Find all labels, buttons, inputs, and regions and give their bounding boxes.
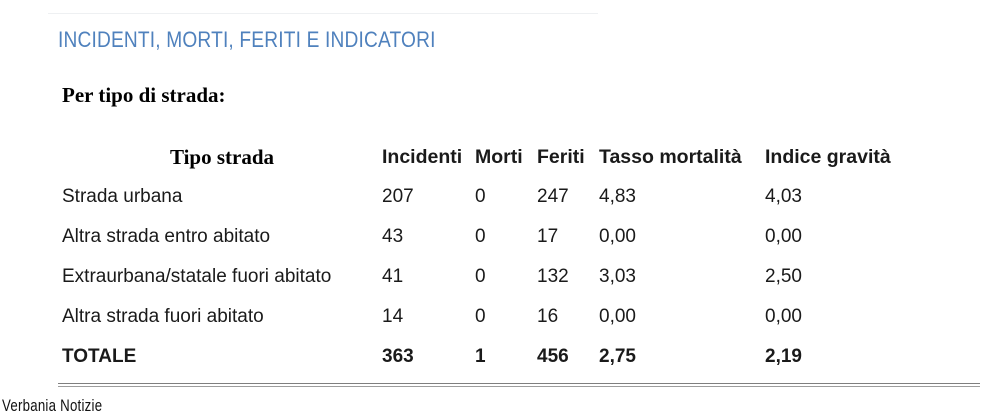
- cell-morti: 0: [475, 226, 486, 247]
- cell-incidenti: 14: [382, 306, 404, 327]
- cell-incidenti: 43: [382, 226, 404, 247]
- cell-totale-tasso-mortalita: 2,75: [599, 346, 636, 367]
- cell-indice-gravita: 4,03: [765, 186, 802, 207]
- section-title: INCIDENTI, MORTI, FERITI E INDICATORI: [58, 27, 436, 52]
- cell-feriti: 247: [537, 186, 569, 207]
- table-row: Extraurbana/statale fuori abitato 41 0 1…: [62, 257, 915, 297]
- table-caption: Per tipo di strada:: [62, 83, 226, 107]
- column-header-indice-gravita: Indice gravità: [765, 145, 891, 168]
- site-name: Verbania Notizie: [2, 396, 103, 415]
- cell-tipo-strada: Altra strada fuori abitato: [62, 306, 264, 327]
- cell-tipo-strada: Strada urbana: [62, 186, 183, 207]
- cell-totale-morti: 1: [475, 346, 486, 367]
- column-header-incidenti: Incidenti: [382, 145, 463, 168]
- cell-tipo-strada: Extraurbana/statale fuori abitato: [62, 266, 332, 287]
- cell-indice-gravita: 0,00: [765, 306, 802, 327]
- cell-tasso-mortalita: 0,00: [599, 226, 636, 247]
- content-top-divider: [48, 13, 598, 14]
- road-type-stats-table: Tipo strada Incidenti Morti Feriti Tasso…: [62, 137, 915, 377]
- cell-totale-feriti: 456: [537, 346, 569, 367]
- cell-tipo-strada: Altra strada entro abitato: [62, 226, 271, 247]
- cell-totale-incidenti: 363: [382, 346, 414, 367]
- column-header-tipo-strada: Tipo strada: [169, 144, 275, 169]
- cell-feriti: 132: [537, 266, 569, 287]
- cell-tasso-mortalita: 0,00: [599, 306, 636, 327]
- cell-incidenti: 207: [382, 186, 414, 207]
- cell-morti: 0: [475, 266, 486, 287]
- bottom-divider: [58, 383, 980, 387]
- cell-morti: 0: [475, 306, 486, 327]
- column-header-tasso-mortalita: Tasso mortalità: [599, 145, 742, 168]
- cell-tasso-mortalita: 4,83: [599, 186, 636, 207]
- column-header-feriti: Feriti: [537, 145, 585, 168]
- table-row: Strada urbana 207 0 247 4,83 4,03: [62, 177, 915, 217]
- cell-incidenti: 41: [382, 266, 404, 287]
- cell-feriti: 17: [537, 226, 559, 247]
- column-header-morti: Morti: [475, 145, 523, 168]
- cell-morti: 0: [475, 186, 486, 207]
- cell-indice-gravita: 2,50: [765, 266, 802, 287]
- table-header-row: Tipo strada Incidenti Morti Feriti Tasso…: [62, 137, 915, 177]
- table-total-row: TOTALE 363 1 456 2,75 2,19: [62, 337, 915, 377]
- table-row: Altra strada fuori abitato 14 0 16 0,00 …: [62, 297, 915, 337]
- cell-totale-label: TOTALE: [62, 346, 137, 367]
- cell-totale-indice-gravita: 2,19: [765, 346, 802, 367]
- cell-indice-gravita: 0,00: [765, 226, 802, 247]
- table-row: Altra strada entro abitato 43 0 17 0,00 …: [62, 217, 915, 257]
- cell-tasso-mortalita: 3,03: [599, 266, 636, 287]
- cell-feriti: 16: [537, 306, 559, 327]
